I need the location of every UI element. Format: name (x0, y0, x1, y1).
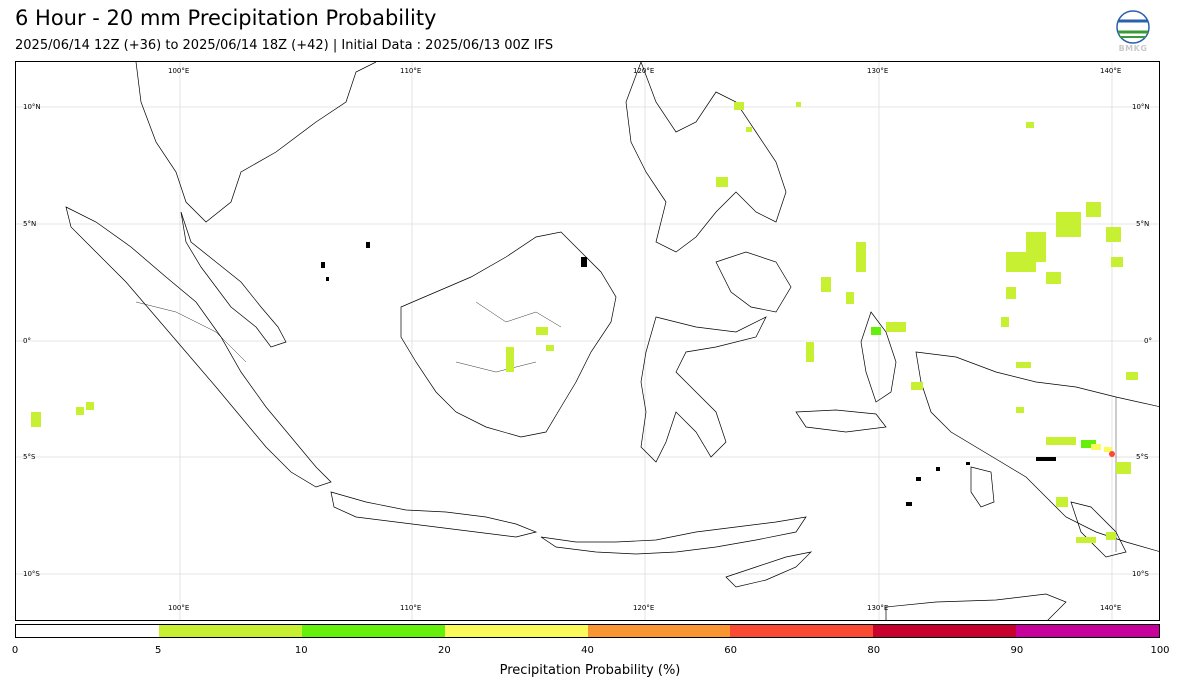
lat-label-right: 5°S (1136, 453, 1149, 461)
lon-label-top: 120°E (633, 67, 655, 75)
colorbar-tick-label: 40 (581, 645, 594, 656)
colorbar-tick-label: 90 (1010, 645, 1024, 656)
lat-label-right: 10°N (1132, 103, 1150, 111)
lat-label-left: 10°N (23, 103, 41, 111)
lat-label-left: 0° (23, 337, 31, 345)
lat-label-right: 5°N (1136, 220, 1150, 228)
coastline-sumatra (65, 206, 332, 488)
logo-globe-icon (1116, 10, 1150, 44)
colorbar-tick-label: 10 (294, 645, 308, 656)
colorbar-segment (301, 625, 445, 637)
colorbar-segment (158, 625, 302, 637)
map-panel: 100°E 110°E 120°E 130°E 140°E 100°E 110°… (15, 61, 1160, 621)
colorbar-segment (730, 625, 874, 637)
lon-label-top: 130°E (867, 67, 889, 75)
coastline-timor (725, 551, 813, 588)
coastline-new-guinea (915, 351, 1159, 552)
colorbar-segment (587, 625, 731, 637)
colorbar-segment (16, 625, 159, 637)
prob-20-40 (1091, 444, 1112, 452)
coastline-lesser-sunda (540, 516, 807, 555)
small-islands (321, 242, 1056, 506)
precipitation-probability (31, 102, 1138, 543)
lon-label-top: 100°E (168, 67, 190, 75)
coastline-indochina (135, 62, 377, 223)
coastline-mindanao (715, 251, 792, 313)
lon-label-top: 140°E (1100, 67, 1122, 75)
coastline-java (330, 491, 538, 538)
coastline-malay-peninsula (180, 211, 287, 348)
colorbar-tick-label: 20 (438, 645, 451, 656)
prob-60-80 (1109, 451, 1115, 457)
logo-text: BMKG (1118, 44, 1148, 53)
lon-label-bottom: 130°E (867, 604, 889, 612)
coastline-halmahera (860, 311, 897, 403)
colorbar-label: Precipitation Probability (%) (499, 663, 681, 678)
coastline-seram (795, 409, 887, 433)
lon-label-bottom: 120°E (633, 604, 655, 612)
map-canvas (16, 62, 1159, 620)
coastline-philippines (625, 62, 787, 253)
lon-label-bottom: 140°E (1100, 604, 1122, 612)
graticule (16, 62, 1159, 620)
colorbar-tick-label: 80 (867, 645, 881, 656)
prob-10-20 (871, 327, 1096, 448)
coastlines (65, 62, 1159, 620)
coastline-borneo (400, 231, 617, 438)
colorbar-tick-label: 100 (1150, 645, 1170, 656)
colorbar-segment (873, 625, 1017, 637)
borders (135, 301, 1117, 552)
colorbar-segment (444, 625, 588, 637)
lon-label-bottom: 110°E (400, 604, 422, 612)
lon-label-bottom: 100°E (168, 604, 190, 612)
coastline-australia (885, 593, 1067, 620)
bmkg-logo: BMKG (1114, 10, 1152, 56)
coastline-aru (970, 466, 995, 508)
lat-label-left: 5°S (23, 453, 36, 461)
lat-label-left: 10°S (23, 570, 40, 578)
colorbar (15, 624, 1160, 638)
prob-5-10 (31, 102, 1138, 543)
coastline-sulawesi (640, 316, 767, 463)
colorbar-tick-label: 60 (724, 645, 737, 656)
colorbar-tick-label: 0 (11, 645, 19, 656)
coastline-cape-york (1070, 501, 1127, 558)
colorbar-tick-label: 5 (154, 645, 162, 656)
map-subtitle: 2025/06/14 12Z (+36) to 2025/06/14 18Z (… (15, 38, 554, 53)
lon-label-top: 110°E (400, 67, 422, 75)
lat-label-right: 10°S (1132, 570, 1149, 578)
lat-label-left: 5°N (23, 220, 37, 228)
lat-label-right: 0° (1144, 337, 1152, 345)
colorbar-segment (1016, 625, 1159, 637)
map-title: 6 Hour - 20 mm Precipitation Probability (15, 6, 437, 30)
